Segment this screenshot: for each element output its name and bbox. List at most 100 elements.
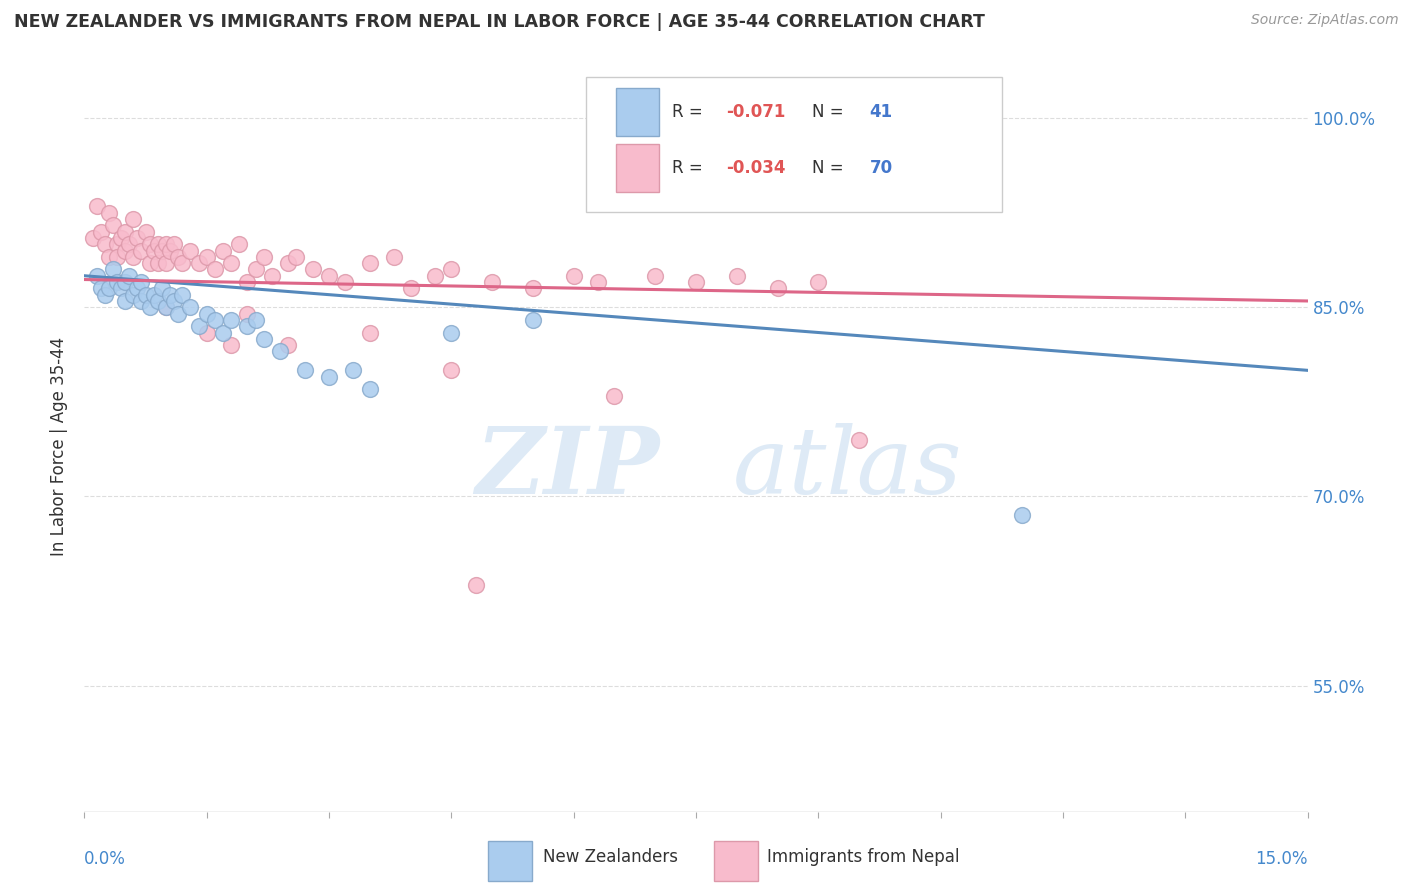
Point <box>163 237 186 252</box>
Point <box>146 256 169 270</box>
Point <box>236 319 259 334</box>
Point <box>236 275 259 289</box>
Point <box>114 275 136 289</box>
Point <box>114 225 136 239</box>
Text: R =: R = <box>672 159 707 177</box>
Point <box>90 281 112 295</box>
Text: 70: 70 <box>870 159 893 177</box>
Point <box>399 281 422 295</box>
Point <box>212 244 235 258</box>
Point <box>269 344 291 359</box>
Point <box>586 275 609 289</box>
Point <box>359 256 381 270</box>
Point <box>236 307 259 321</box>
Point <box>335 275 357 289</box>
Point <box>167 307 190 321</box>
Point <box>725 268 748 283</box>
Point <box>122 287 145 301</box>
Point <box>101 262 124 277</box>
Point <box>562 268 585 283</box>
Point <box>359 382 381 396</box>
Text: Source: ZipAtlas.com: Source: ZipAtlas.com <box>1251 13 1399 28</box>
Text: NEW ZEALANDER VS IMMIGRANTS FROM NEPAL IN LABOR FORCE | AGE 35-44 CORRELATION CH: NEW ZEALANDER VS IMMIGRANTS FROM NEPAL I… <box>14 13 986 31</box>
Y-axis label: In Labor Force | Age 35-44: In Labor Force | Age 35-44 <box>51 336 69 556</box>
Text: New Zealanders: New Zealanders <box>543 848 678 866</box>
Point <box>807 275 830 289</box>
Point <box>187 319 209 334</box>
Point <box>187 256 209 270</box>
Point <box>212 326 235 340</box>
Point <box>118 237 141 252</box>
Point <box>228 237 250 252</box>
Point <box>423 268 446 283</box>
Point <box>101 219 124 233</box>
Point <box>150 244 173 258</box>
Point <box>644 268 666 283</box>
Point <box>219 256 242 270</box>
Point <box>172 256 194 270</box>
Point <box>93 287 117 301</box>
Point <box>685 275 707 289</box>
Point <box>138 256 160 270</box>
Text: -0.071: -0.071 <box>727 103 786 120</box>
Text: N =: N = <box>813 159 849 177</box>
Point <box>97 281 120 295</box>
Point <box>93 237 117 252</box>
Text: Immigrants from Nepal: Immigrants from Nepal <box>766 848 959 866</box>
Point <box>848 433 870 447</box>
Point <box>294 363 316 377</box>
Point <box>440 363 463 377</box>
Point <box>342 363 364 377</box>
Point <box>127 281 149 295</box>
Point <box>195 250 218 264</box>
Point <box>155 300 177 314</box>
Point <box>204 313 226 327</box>
Point <box>603 388 626 402</box>
Point <box>172 287 194 301</box>
Point <box>155 256 177 270</box>
Point <box>146 237 169 252</box>
Point <box>245 262 267 277</box>
FancyBboxPatch shape <box>616 88 659 136</box>
Point <box>86 268 108 283</box>
Point <box>155 237 177 252</box>
Point <box>245 313 267 327</box>
Point <box>105 275 128 289</box>
Point <box>163 293 186 308</box>
Point <box>114 293 136 308</box>
Point <box>90 225 112 239</box>
Point <box>97 205 120 219</box>
Point <box>118 268 141 283</box>
Point <box>82 231 104 245</box>
Point <box>318 268 340 283</box>
Point <box>131 275 153 289</box>
Point <box>440 326 463 340</box>
Point <box>150 281 173 295</box>
Point <box>135 287 157 301</box>
Text: 0.0%: 0.0% <box>84 849 127 868</box>
Text: 15.0%: 15.0% <box>1256 849 1308 868</box>
Point <box>110 231 132 245</box>
Point <box>86 199 108 213</box>
Point <box>253 332 276 346</box>
Point <box>260 268 283 283</box>
Text: N =: N = <box>813 103 849 120</box>
Point <box>464 578 486 592</box>
Point <box>204 262 226 277</box>
Point <box>481 275 503 289</box>
Point <box>253 250 276 264</box>
Point <box>195 326 218 340</box>
Point <box>155 300 177 314</box>
Point <box>114 244 136 258</box>
Point <box>159 244 181 258</box>
Point <box>122 212 145 227</box>
Point <box>122 250 145 264</box>
Point <box>301 262 323 277</box>
Point <box>142 287 165 301</box>
FancyBboxPatch shape <box>488 841 531 881</box>
Point <box>135 225 157 239</box>
Point <box>522 281 544 295</box>
Point <box>766 281 789 295</box>
Text: ZIP: ZIP <box>475 423 659 513</box>
Point <box>179 244 201 258</box>
